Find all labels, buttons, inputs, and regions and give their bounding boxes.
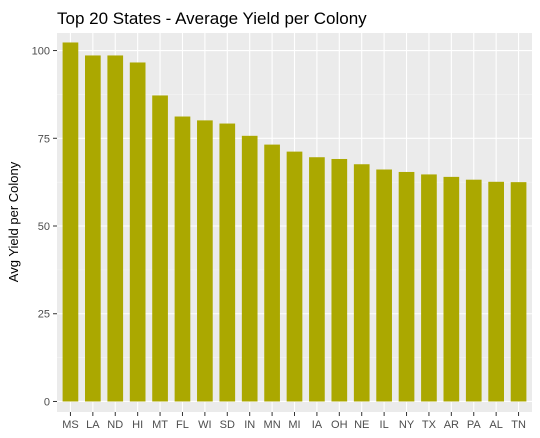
bar-NY	[398, 171, 415, 402]
x-tick-label-HI: HI	[132, 419, 143, 431]
x-tick-label-SD: SD	[220, 419, 235, 431]
bar-MT	[152, 95, 168, 402]
x-tick-label-AR: AR	[444, 419, 459, 431]
bar-WI	[197, 120, 213, 402]
y-tick-label: 75	[38, 133, 50, 145]
x-tick-label-MI: MI	[288, 419, 300, 431]
y-axis-title: Avg Yield per Colony	[6, 161, 21, 282]
bar-LA	[85, 55, 101, 402]
x-tick-label-TN: TN	[511, 419, 526, 431]
bar-ND	[107, 55, 124, 402]
x-tick-label-IN: IN	[244, 419, 255, 431]
y-axis-ticks: 0 25 50 75 100	[32, 46, 57, 408]
x-tick-label-TX: TX	[422, 419, 437, 431]
bar-TX	[421, 174, 437, 402]
bar-SD	[219, 123, 236, 402]
bar-HI	[129, 62, 146, 402]
bar-AL	[488, 181, 504, 402]
x-tick-label-FL: FL	[176, 419, 189, 431]
x-axis-ticks: MS LA ND HI MT FL WI SD IN MN MI IA OH NE IL NY TX AR PA AL…	[62, 412, 526, 431]
y-tick-label: 25	[38, 309, 50, 321]
x-tick-label-WI: WI	[198, 419, 211, 431]
bar-PA	[465, 179, 482, 402]
chart-title: Top 20 States - Average Yield per Colony	[57, 9, 367, 28]
y-tick-label: 100	[32, 46, 50, 58]
bar-IA	[309, 157, 325, 402]
y-tick-label: 50	[38, 221, 50, 233]
bar-MN	[264, 144, 280, 402]
x-tick-label-ND: ND	[107, 419, 123, 431]
x-tick-label-IL: IL	[380, 419, 389, 431]
bars	[62, 42, 527, 402]
x-tick-label-LA: LA	[86, 419, 100, 431]
x-tick-label-PA: PA	[467, 419, 482, 431]
bar-IL	[376, 169, 392, 402]
bar-FL	[174, 116, 191, 402]
bar-NE	[353, 164, 370, 402]
bar-AR	[443, 176, 460, 402]
x-tick-label-OH: OH	[331, 419, 348, 431]
x-tick-label-AL: AL	[489, 419, 502, 431]
y-tick-label: 0	[44, 396, 50, 408]
x-tick-label-NE: NE	[354, 419, 369, 431]
x-tick-label-MT: MT	[152, 419, 168, 431]
bar-OH	[331, 158, 348, 402]
bar-TN	[510, 182, 527, 402]
x-tick-label-MN: MN	[264, 419, 281, 431]
x-tick-label-NY: NY	[399, 419, 415, 431]
x-tick-label-MS: MS	[62, 419, 79, 431]
bar-MI	[286, 151, 303, 402]
x-tick-label-IA: IA	[312, 419, 323, 431]
bar-IN	[241, 135, 258, 402]
bar-MS	[62, 42, 79, 402]
